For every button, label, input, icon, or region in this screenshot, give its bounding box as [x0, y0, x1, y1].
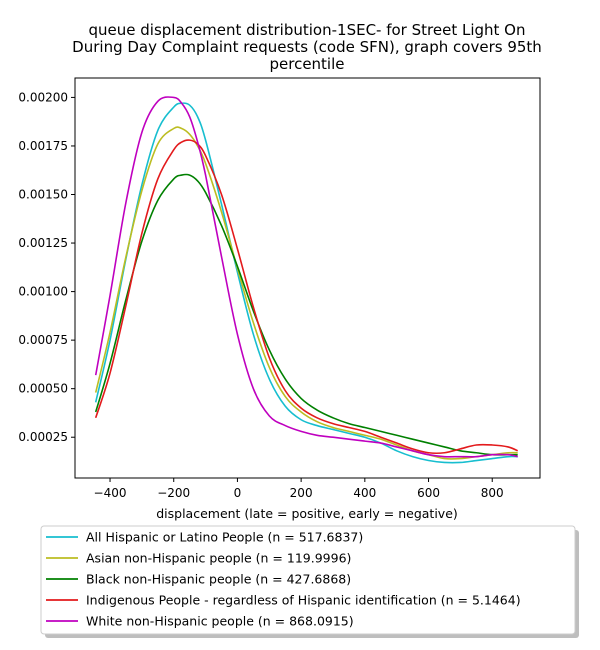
y-tick-label: 0.00150 — [18, 188, 68, 202]
x-tick-label: −200 — [157, 486, 190, 500]
legend-box — [40, 525, 576, 635]
y-tick-label: 0.00100 — [18, 285, 68, 299]
legend-label-4: Indigenous People - regardless of Hispan… — [86, 593, 521, 608]
y-tick-label: 0.00075 — [18, 333, 68, 347]
series-line-1 — [94, 102, 518, 464]
y-tick-label: 0.00200 — [18, 90, 68, 104]
series-line-4 — [94, 139, 519, 455]
legend-label-3: Black non-Hispanic people (n = 427.6868) — [86, 572, 351, 587]
y-axis: 0.00025 0.00050 0.00075 0.00100 0.00125 0.001… — [18, 90, 75, 444]
legend: All Hispanic or Latino People (n = 517.6… — [40, 525, 579, 638]
x-tick-label: 200 — [290, 486, 313, 500]
y-tick-label: 0.00175 — [18, 139, 68, 153]
chart-title-line-3: percentile — [269, 55, 344, 73]
y-tick-label: 0.00050 — [18, 382, 68, 396]
chart-title-line-2: During Day Complaint requests (code SFN)… — [72, 38, 542, 56]
plot-frame — [74, 77, 541, 479]
y-tick-label: 0.00125 — [18, 236, 68, 250]
legend-entries: All Hispanic or Latino People (n = 517.6… — [46, 530, 521, 629]
y-tick-label: 0.00025 — [18, 430, 68, 444]
x-tick-label: 400 — [353, 486, 376, 500]
x-tick-label: 0 — [234, 486, 242, 500]
x-tick-label: 600 — [417, 486, 440, 500]
legend-label-2: Asian non-Hispanic people (n = 119.9996) — [86, 551, 351, 566]
x-axis: −400 −200 0 200 400 600 800 — [94, 478, 504, 500]
x-tick-label: 800 — [481, 486, 504, 500]
legend-label-5: White non-Hispanic people (n = 868.0915) — [86, 614, 354, 629]
series-line-5 — [94, 96, 518, 458]
plot-area — [94, 96, 519, 464]
series-line-3 — [94, 173, 518, 456]
chart-title-line-1: queue displacement distribution-1SEC- fo… — [89, 21, 526, 39]
chart-title: queue displacement distribution-1SEC- fo… — [72, 21, 542, 73]
series-line-2 — [94, 126, 518, 460]
x-axis-label: displacement (late = positive, early = n… — [156, 506, 458, 521]
legend-label-1: All Hispanic or Latino People (n = 517.6… — [86, 530, 363, 545]
x-tick-label: −400 — [94, 486, 127, 500]
